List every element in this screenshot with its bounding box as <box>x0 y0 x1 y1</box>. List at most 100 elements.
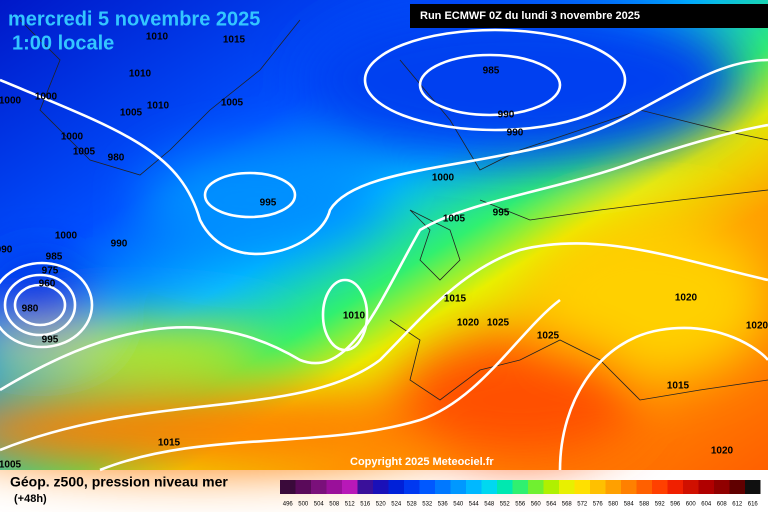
scale-label: 572 <box>577 502 588 508</box>
scale-swatch <box>745 480 761 494</box>
scale-swatch <box>419 480 435 494</box>
isobar-label: 1010 <box>129 69 152 80</box>
run-box <box>410 4 768 28</box>
scale-label: 596 <box>670 502 681 508</box>
isobar-label: 1000 <box>61 132 84 143</box>
isobar-label: 960 <box>39 279 56 290</box>
date: mercredi 5 novembre 2025 <box>8 8 260 30</box>
scale-label: 564 <box>546 502 557 508</box>
scale-swatch <box>605 480 621 494</box>
legend-lead: (+48h) <box>14 493 47 505</box>
scale-swatch <box>295 480 311 494</box>
scale-label: 616 <box>748 502 759 508</box>
scale-label: 524 <box>391 502 402 508</box>
isobar-label: 1020 <box>457 318 480 329</box>
scale-label: 592 <box>655 502 666 508</box>
isobar-label: 990 <box>507 128 524 139</box>
scale-swatch <box>559 480 575 494</box>
isobar-label: 985 <box>46 252 63 263</box>
scale-swatch <box>373 480 389 494</box>
isobars <box>0 28 768 472</box>
isobar-label: 990 <box>0 245 13 256</box>
scale-swatch <box>280 480 296 494</box>
isobar-label: 1005 <box>221 98 244 109</box>
isobar-label: 1020 <box>675 293 698 304</box>
scale-swatch <box>621 480 637 494</box>
scale-label: 600 <box>686 502 697 508</box>
scale-swatch <box>404 480 420 494</box>
isobar-label: 980 <box>108 153 125 164</box>
scale-swatch <box>512 480 528 494</box>
scale-swatch <box>667 480 683 494</box>
isobar-labels: 1010 1015 1010 1000 1010 1005 1005 1000 1000 1005… <box>0 32 768 471</box>
legend-title: Géop. z500, pression niveau mer <box>10 474 228 490</box>
scale-swatch <box>636 480 652 494</box>
scale-label: 604 <box>701 502 712 508</box>
scale-swatch <box>497 480 513 494</box>
coastlines <box>19 19 768 401</box>
isobar-label: 985 <box>483 66 500 77</box>
isobar-label: 1025 <box>487 318 510 329</box>
scale-swatch <box>729 480 745 494</box>
scale-swatch <box>450 480 466 494</box>
scale-label: 496 <box>283 502 294 508</box>
isobar-label: 995 <box>493 208 510 219</box>
isobar-label: 1005 <box>443 214 466 225</box>
scale-label: 560 <box>531 502 542 508</box>
scale-swatch <box>435 480 451 494</box>
isobar-label: 1015 <box>158 438 181 449</box>
isobar-label: 1015 <box>223 35 246 46</box>
scale-swatch <box>543 480 559 494</box>
scale-label: 520 <box>376 502 387 508</box>
scale-swatch <box>357 480 373 494</box>
scale-swatch <box>388 480 404 494</box>
scale-label: 500 <box>298 502 309 508</box>
isobar-label: 1020 <box>746 321 768 332</box>
scale-swatch <box>698 480 714 494</box>
scale-label: 536 <box>438 502 449 508</box>
isobar-label: 1020 <box>711 446 734 457</box>
isobar-label: 1025 <box>537 331 560 342</box>
isobar-label: 990 <box>498 110 515 121</box>
scale-label: 516 <box>360 502 371 508</box>
scale-label: 504 <box>314 502 325 508</box>
scale-swatch <box>683 480 699 494</box>
isobar-label: 1010 <box>343 311 366 322</box>
isobar-label: 1005 <box>73 147 96 158</box>
isobar-label: 975 <box>42 266 59 277</box>
scale-label: 532 <box>422 502 433 508</box>
scale-swatch <box>466 480 482 494</box>
scale-label: 568 <box>562 502 573 508</box>
scale-label: 508 <box>329 502 340 508</box>
isobar-label: 1010 <box>146 32 169 43</box>
scale-label: 540 <box>453 502 464 508</box>
time: 1:00 locale <box>12 32 114 54</box>
scale-label: 588 <box>639 502 650 508</box>
isobar-label: 1005 <box>120 108 143 119</box>
isobar-label: 990 <box>111 239 128 250</box>
scale-label: 580 <box>608 502 619 508</box>
isobar-label: 980 <box>22 304 39 315</box>
isobar-label: 995 <box>42 335 59 346</box>
scale-label: 584 <box>624 502 635 508</box>
scale-swatch <box>342 480 358 494</box>
color-scale: 496 500 504 508 512 516 520 524 528 532 536 540 544 5… <box>280 480 761 508</box>
isobar-label: 1000 <box>35 92 58 103</box>
isobar-label: 1000 <box>0 96 22 107</box>
scale-label: 552 <box>500 502 511 508</box>
isobar-label: 995 <box>260 198 277 209</box>
scale-label: 556 <box>515 502 526 508</box>
isobar-label: 1005 <box>0 460 22 471</box>
scale-label: 576 <box>593 502 604 508</box>
scale-label: 528 <box>407 502 418 508</box>
isobar-label: 1000 <box>55 231 78 242</box>
isobar-label: 1010 <box>147 101 170 112</box>
scale-swatch <box>574 480 590 494</box>
scale-swatch <box>481 480 497 494</box>
scale-swatch <box>590 480 606 494</box>
scale-label: 608 <box>717 502 728 508</box>
scale-swatch <box>652 480 668 494</box>
scale-label: 544 <box>469 502 480 508</box>
run-text: Run ECMWF 0Z du lundi 3 novembre 2025 <box>420 10 640 22</box>
